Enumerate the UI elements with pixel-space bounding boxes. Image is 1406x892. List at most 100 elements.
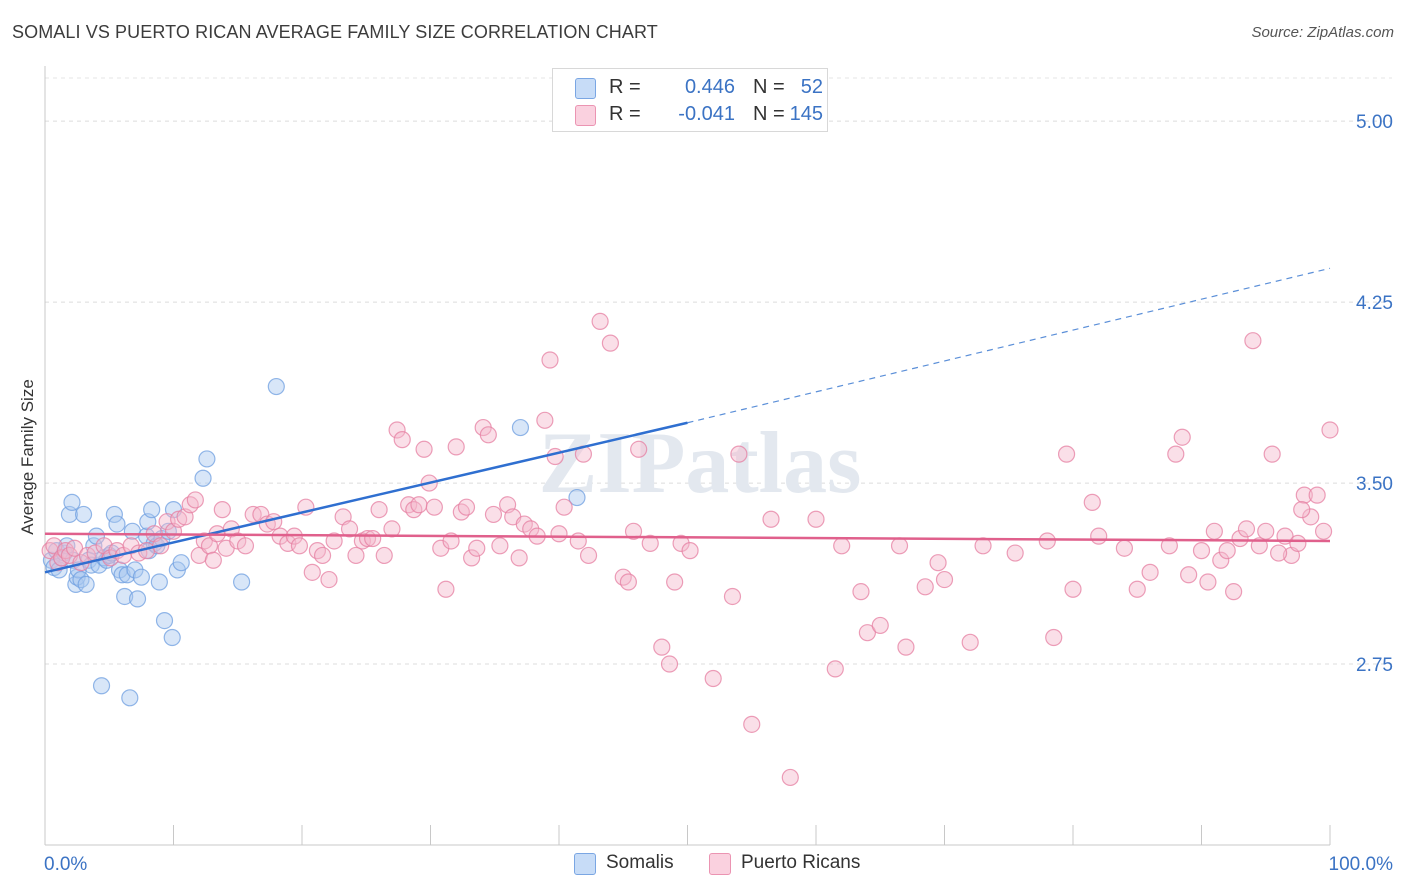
puerto-rican-point — [897, 638, 915, 656]
somali-point — [63, 493, 81, 511]
somali-point — [72, 570, 90, 589]
somali-point — [194, 469, 212, 487]
source-label: Source: ZipAtlas.com — [1251, 24, 1394, 41]
somali-point — [267, 377, 285, 396]
puerto-rican-point — [781, 768, 799, 787]
puerto-rican-point — [468, 539, 486, 557]
legend-n-label: N = — [753, 76, 785, 98]
puerto-rican-point — [491, 537, 509, 555]
somali-point — [74, 505, 93, 524]
puerto-rican-point — [1257, 522, 1275, 540]
puerto-rican-point — [1090, 527, 1108, 545]
somali-point — [155, 611, 174, 630]
y-tick-label: 4.25 — [1356, 293, 1393, 314]
puerto-rican-point — [1167, 445, 1185, 463]
y-tick-label: 2.75 — [1356, 655, 1393, 676]
puerto-rican-point — [591, 312, 609, 330]
puerto-rican-point — [630, 440, 648, 458]
puerto-rican-point — [550, 525, 568, 543]
puerto-rican-point — [579, 546, 598, 565]
puerto-rican-point — [826, 660, 844, 678]
puerto-rican-point — [303, 563, 321, 581]
puerto-rican-point — [723, 587, 742, 606]
puerto-rican-point — [961, 633, 979, 651]
somali-point — [233, 573, 251, 591]
y-tick-label: 5.00 — [1356, 112, 1393, 133]
puerto-rican-point — [290, 537, 309, 555]
legend-r-label: R = — [609, 103, 641, 125]
bottom-legend-label: Puerto Ricans — [741, 852, 861, 873]
series-puerto-ricans — [41, 312, 1339, 787]
puerto-rican-point — [186, 491, 204, 509]
puerto-rican-point — [437, 580, 455, 598]
somali-point — [128, 590, 147, 608]
puerto-rican-point — [916, 578, 934, 596]
puerto-rican-point — [181, 496, 199, 514]
puerto-rican-point — [624, 522, 643, 540]
puerto-rican-point — [871, 616, 889, 635]
puerto-rican-point — [1160, 537, 1178, 555]
puerto-rican-point — [1244, 332, 1262, 350]
puerto-rican-point — [935, 570, 954, 589]
puerto-rican-point — [1057, 445, 1076, 463]
puerto-rican-point — [614, 568, 632, 586]
puerto-rican-point — [452, 503, 470, 521]
puerto-rican-point — [479, 426, 497, 444]
somali-point — [132, 568, 150, 586]
puerto-rican-point — [375, 546, 393, 565]
puerto-rican-point — [681, 542, 699, 560]
puerto-rican-point — [1128, 580, 1146, 598]
puerto-rican-point — [320, 570, 338, 589]
puerto-rican-point — [1237, 520, 1256, 538]
puerto-rican-point — [660, 655, 679, 673]
puerto-rican-trend-line — [44, 532, 1331, 543]
puerto-rican-point — [236, 537, 255, 555]
puerto-rican-point — [1302, 508, 1320, 526]
puerto-rican-point — [347, 546, 365, 565]
puerto-rican-point — [1141, 563, 1159, 581]
puerto-rican-point — [666, 573, 684, 591]
somali-point — [150, 573, 168, 591]
legend-n-label: N = — [753, 103, 785, 125]
puerto-rican-point — [484, 505, 503, 524]
chart-title: SOMALI VS PUERTO RICAN AVERAGE FAMILY SI… — [12, 22, 658, 42]
somali-trend-extension — [687, 267, 1331, 424]
puerto-rican-point — [929, 554, 947, 572]
axes — [44, 66, 1331, 846]
puerto-rican-point — [1308, 486, 1326, 504]
y-tick-labels: 2.75 3.50 4.25 5.00 — [1356, 112, 1393, 676]
puerto-rican-point — [1115, 539, 1134, 557]
puerto-rican-point — [213, 501, 231, 519]
puerto-rican-point — [852, 583, 870, 601]
puerto-rican-point — [704, 669, 722, 688]
series-somalis — [42, 377, 586, 707]
bottom-legend-swatch-somalis — [574, 853, 596, 875]
legend-r-value: -0.041 — [678, 103, 735, 125]
x-tick-label-max: 100.0% — [1329, 854, 1394, 875]
puerto-rican-point — [672, 534, 690, 552]
legend-swatch-puerto-ricans — [575, 105, 596, 126]
somali-point — [126, 561, 144, 579]
puerto-rican-point — [325, 532, 343, 550]
legend-r-label: R = — [609, 76, 641, 98]
puerto-rican-point — [1192, 542, 1211, 560]
bottom-legend-swatch-puerto-ricans — [709, 853, 731, 875]
somali-point — [77, 575, 95, 594]
puerto-rican-point — [340, 520, 359, 538]
legend-swatch-somalis — [575, 78, 596, 99]
puerto-rican-point — [1199, 573, 1217, 591]
puerto-rican-point — [447, 438, 465, 456]
puerto-rican-point — [833, 537, 851, 555]
puerto-rican-point — [510, 549, 528, 567]
puerto-rican-point — [463, 549, 481, 567]
y-tick-label: 3.50 — [1356, 474, 1393, 495]
puerto-rican-point — [308, 542, 327, 560]
puerto-rican-point — [1064, 580, 1082, 598]
puerto-rican-point — [1314, 522, 1333, 540]
puerto-rican-point — [1289, 534, 1307, 552]
somali-point — [92, 677, 111, 695]
legend-r-value: 0.446 — [684, 76, 735, 98]
puerto-rican-point — [1006, 544, 1024, 562]
puerto-rican-point — [858, 624, 877, 642]
bottom-legend-label: Somalis — [606, 852, 674, 873]
